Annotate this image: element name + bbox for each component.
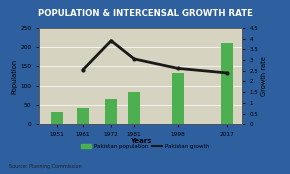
Bar bbox=[51, 112, 63, 124]
Legend: Pakistan population, Pakistan growth: Pakistan population, Pakistan growth bbox=[79, 142, 211, 151]
Bar bbox=[221, 42, 233, 124]
Bar bbox=[128, 92, 140, 124]
X-axis label: Years: Years bbox=[130, 139, 151, 144]
Y-axis label: Population: Population bbox=[12, 59, 17, 94]
Bar bbox=[172, 73, 184, 124]
Text: Source: Planning Commission: Source: Planning Commission bbox=[9, 164, 81, 169]
Text: POPULATION & INTERCENSAL GROWTH RATE: POPULATION & INTERCENSAL GROWTH RATE bbox=[38, 9, 252, 18]
Y-axis label: Growth rate: Growth rate bbox=[261, 56, 267, 96]
Bar bbox=[105, 99, 117, 124]
Bar bbox=[77, 108, 89, 124]
